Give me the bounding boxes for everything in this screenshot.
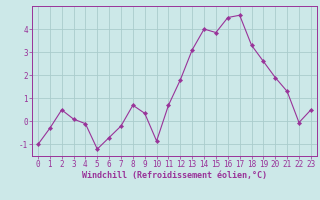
X-axis label: Windchill (Refroidissement éolien,°C): Windchill (Refroidissement éolien,°C) — [82, 171, 267, 180]
